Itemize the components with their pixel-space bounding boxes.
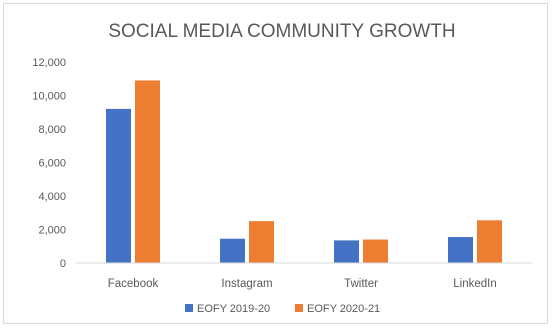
legend-label-series-1: EOFY 2019-20: [197, 303, 270, 315]
bar-linkedin-series-2: [477, 220, 502, 263]
x-tick-label: LinkedIn: [453, 278, 496, 290]
y-tick-label: 10,000: [32, 91, 66, 103]
y-tick-label: 12,000: [32, 57, 66, 69]
y-tick-label: 2,000: [38, 225, 66, 237]
legend: EOFY 2019-20 EOFY 2020-21: [185, 303, 380, 315]
y-tick-label: 4,000: [38, 191, 66, 203]
bar-twitter-series-2: [363, 239, 388, 263]
x-axis: Facebook Instagram Twitter LinkedIn: [76, 262, 532, 290]
bar-facebook-series-2: [135, 80, 160, 263]
y-tick-label: 8,000: [38, 124, 66, 136]
bar-facebook-series-1: [106, 108, 131, 264]
bar-instagram-series-1: [220, 238, 245, 263]
legend-swatch-series-2: [295, 304, 303, 312]
x-tick-label: Instagram: [221, 278, 272, 290]
chart-container: [3, 3, 548, 324]
bar-linkedin-series-1: [448, 237, 473, 263]
y-tick-label: 0: [60, 258, 66, 270]
chart-title: SOCIAL MEDIA COMMUNITY GROWTH: [108, 21, 455, 42]
x-tick-label: Twitter: [344, 278, 378, 290]
x-tick-label: Facebook: [108, 278, 159, 290]
y-axis: 0 2,000 4,000 6,000 8,000 10,000 12,000: [32, 57, 66, 270]
legend-swatch-series-1: [185, 304, 193, 312]
bar-instagram-series-2: [249, 221, 274, 263]
legend-label-series-2: EOFY 2020-21: [307, 303, 380, 315]
y-tick-label: 6,000: [38, 158, 66, 170]
bars: [106, 80, 502, 264]
bar-twitter-series-1: [334, 240, 359, 263]
